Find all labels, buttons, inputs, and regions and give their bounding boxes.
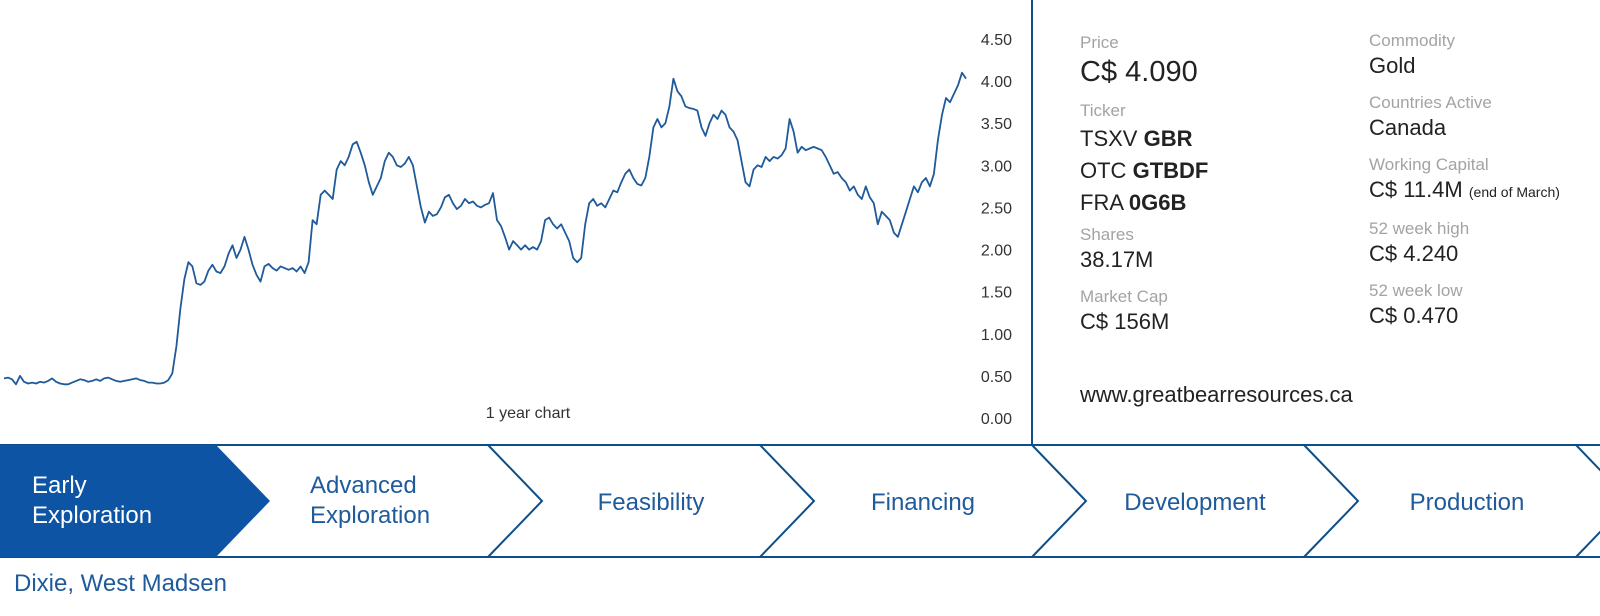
y-tick-label: 2.00 (981, 243, 1012, 260)
high-label: 52 week high (1369, 219, 1470, 238)
info-column-left: Price C$ 4.090 Ticker TSXV GBR OTC GTBDF… (1080, 33, 1360, 349)
stage-chevron (1031, 444, 1088, 558)
y-tick-label: 4.50 (981, 32, 1012, 49)
working-capital-label: Working Capital (1369, 155, 1489, 174)
high-value: C$ 4.240 (1369, 241, 1459, 266)
stage-chevron (759, 444, 816, 558)
ticker-fra: FRA 0G6B (1080, 187, 1360, 219)
stage-label: Exploration (32, 502, 152, 529)
stage-label: Advanced (310, 472, 417, 499)
stage-label: Development (1124, 489, 1266, 516)
vertical-divider (1031, 0, 1033, 445)
project-names: Dixie, West Madsen (14, 570, 227, 597)
stage-label: Feasibility (598, 489, 705, 516)
low-value: C$ 0.470 (1369, 303, 1459, 328)
y-tick-label: 0.00 (981, 411, 1012, 428)
website-link[interactable]: www.greatbearresources.ca (1080, 382, 1353, 407)
x-axis-label: 1 year chart (486, 405, 571, 422)
stage-chevron (487, 444, 544, 558)
ticker-symbol: 0G6B (1128, 190, 1187, 215)
countries-label: Countries Active (1369, 93, 1492, 112)
y-tick-label: 3.00 (981, 158, 1012, 175)
market-cap-value: C$ 156M (1080, 309, 1170, 334)
price-line (3, 71, 967, 386)
working-capital-note: (end of March) (1468, 184, 1560, 200)
ticker-exchange: TSXV (1080, 126, 1138, 151)
ticker-list: TSXV GBR OTC GTBDF FRA 0G6B (1080, 123, 1360, 219)
price-value: C$ 4.090 (1080, 56, 1198, 88)
y-tick-label: 2.50 (981, 200, 1012, 217)
working-capital: C$ 11.4M (end of March) (1369, 176, 1599, 206)
working-capital-value: C$ 11.4M (1369, 177, 1463, 202)
countries-value: Canada (1369, 115, 1447, 140)
ticker-otc: OTC GTBDF (1080, 155, 1360, 187)
ticker-exchange: OTC (1080, 158, 1127, 183)
ticker-symbol: GTBDF (1132, 158, 1209, 183)
ticker-exchange: FRA (1080, 190, 1123, 215)
stage-label: Exploration (310, 502, 430, 529)
commodity-value: Gold (1369, 53, 1416, 78)
stage-chevron (1575, 444, 1600, 558)
y-tick-label: 0.50 (981, 369, 1012, 386)
project-stage-pipeline: Early Exploration Advanced Exploration Feasi… (0, 444, 1600, 558)
shares-value: 38.17M (1080, 247, 1154, 272)
ticker-label: Ticker (1080, 101, 1126, 120)
low-label: 52 week low (1369, 281, 1463, 300)
stage-label: Financing (871, 489, 975, 516)
stock-info-panel: Price C$ 4.090 Ticker TSXV GBR OTC GTBDF… (1080, 0, 1600, 445)
stage-active-shape (0, 445, 270, 557)
stage-label: Early (32, 472, 87, 499)
y-tick-label: 1.00 (981, 327, 1012, 344)
ticker-tsxv: TSXV GBR (1080, 123, 1360, 155)
shares-label: Shares (1080, 225, 1134, 244)
info-column-right: Commodity Gold Countries Active Canada W… (1369, 31, 1599, 343)
price-label: Price (1080, 33, 1119, 52)
y-tick-label: 3.50 (981, 116, 1012, 133)
market-cap-label: Market Cap (1080, 287, 1168, 306)
stage-chevron (1303, 444, 1360, 558)
price-chart: 0.00 0.50 1.00 1.50 2.00 2.50 3.00 3.50 4.00 4.50… (3, 32, 1012, 428)
y-tick-label: 4.00 (981, 74, 1012, 91)
y-tick-label: 1.50 (981, 285, 1012, 302)
ticker-symbol: GBR (1143, 126, 1193, 151)
stage-label: Production (1410, 489, 1525, 516)
commodity-label: Commodity (1369, 31, 1455, 50)
